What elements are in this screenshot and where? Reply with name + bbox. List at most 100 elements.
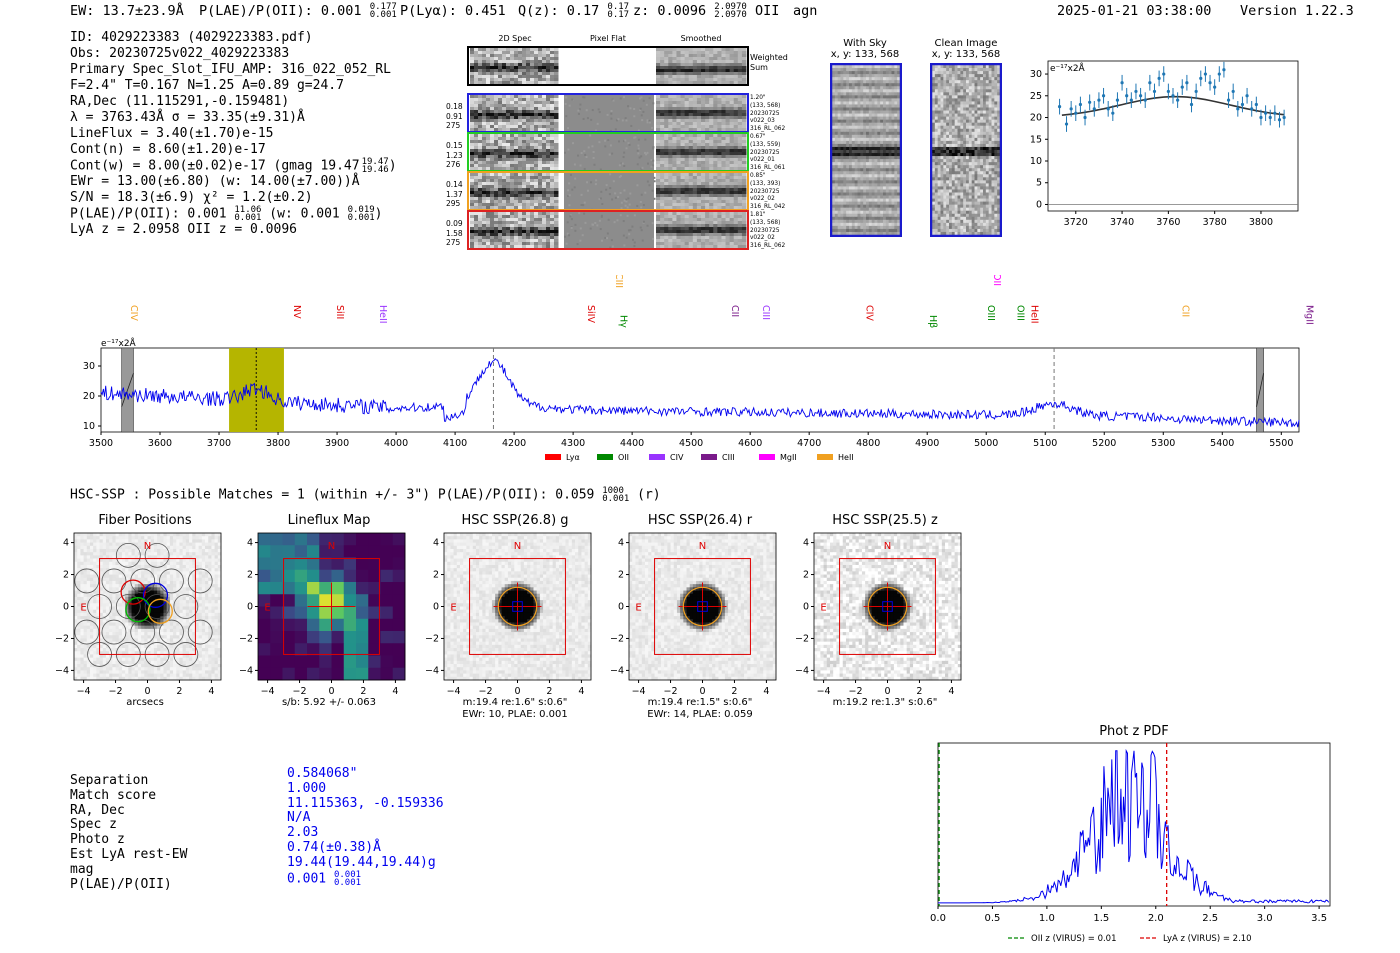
pixel bbox=[470, 230, 475, 234]
pixel bbox=[874, 198, 878, 203]
pixel bbox=[897, 228, 901, 233]
pixel bbox=[721, 233, 727, 237]
pixel bbox=[851, 174, 856, 178]
pixel bbox=[474, 173, 479, 177]
pixel bbox=[741, 173, 747, 177]
pixel bbox=[877, 216, 881, 221]
noise-pixel bbox=[619, 191, 622, 194]
pixel bbox=[840, 216, 844, 221]
pixel bbox=[983, 83, 987, 87]
pixel bbox=[834, 186, 839, 190]
pixel bbox=[949, 80, 953, 84]
pixel bbox=[840, 65, 844, 69]
pixel bbox=[868, 101, 873, 105]
pixel bbox=[482, 95, 487, 99]
pixel bbox=[486, 72, 491, 76]
pixel bbox=[672, 101, 677, 105]
pixel bbox=[974, 86, 978, 90]
fiber-row-right-label: (133, 568) bbox=[750, 219, 781, 226]
pixel bbox=[554, 230, 559, 234]
noise-pixel bbox=[577, 109, 580, 112]
pixel bbox=[949, 101, 953, 105]
pixel bbox=[733, 81, 739, 85]
pixel bbox=[846, 110, 850, 114]
pixel bbox=[874, 116, 878, 121]
pixel bbox=[502, 191, 507, 195]
pixel bbox=[660, 179, 665, 183]
pixel bbox=[470, 119, 475, 123]
pixel bbox=[692, 179, 698, 183]
pixel bbox=[490, 57, 495, 61]
pixel bbox=[538, 60, 543, 64]
pixel bbox=[934, 83, 939, 87]
pixel bbox=[684, 63, 690, 67]
pixel bbox=[968, 86, 973, 90]
pixel bbox=[554, 95, 559, 99]
pixel bbox=[713, 173, 718, 177]
pixel bbox=[522, 60, 527, 64]
pixel bbox=[860, 98, 864, 102]
pixel bbox=[843, 195, 847, 199]
fiber-row-right-label: 20230725 bbox=[750, 149, 780, 156]
pixel bbox=[937, 95, 941, 99]
pixel bbox=[994, 146, 998, 151]
pixel bbox=[542, 48, 547, 52]
pixel bbox=[534, 128, 539, 132]
pixel bbox=[482, 104, 487, 108]
pixel bbox=[692, 78, 698, 82]
pixel bbox=[550, 57, 555, 61]
pixel bbox=[846, 174, 850, 178]
pixel bbox=[874, 113, 878, 118]
pixel bbox=[897, 71, 901, 75]
pixel bbox=[705, 101, 710, 105]
pixel bbox=[510, 81, 515, 85]
pixel bbox=[985, 65, 990, 69]
pixel bbox=[542, 101, 547, 105]
info-obs: Obs: 20230725v022_4029223383 bbox=[70, 46, 290, 61]
pixel bbox=[664, 182, 669, 186]
pixel bbox=[843, 198, 847, 203]
pixel bbox=[894, 134, 898, 139]
pixel bbox=[854, 65, 858, 69]
pixel bbox=[530, 57, 535, 61]
pixel bbox=[737, 95, 743, 99]
pixel bbox=[546, 101, 551, 105]
pixel bbox=[502, 63, 507, 67]
pixel bbox=[717, 206, 722, 210]
pixel bbox=[709, 218, 714, 222]
pixel bbox=[656, 155, 661, 159]
pixel bbox=[840, 77, 844, 81]
pixel bbox=[951, 95, 956, 99]
pixel bbox=[891, 65, 895, 69]
pixel bbox=[482, 176, 487, 180]
pixel bbox=[684, 212, 690, 216]
pixel bbox=[518, 194, 523, 198]
pixel bbox=[971, 134, 975, 139]
pixel bbox=[717, 161, 722, 165]
pixel bbox=[660, 236, 665, 240]
pixel bbox=[860, 177, 864, 181]
pixel bbox=[985, 131, 990, 136]
info-ewr: EWr = 13.00(±6.80) (w: 14.00(±7.00))Å bbox=[70, 174, 360, 189]
pixel bbox=[851, 180, 856, 184]
pixel bbox=[957, 122, 961, 127]
pixel bbox=[983, 95, 987, 99]
pixel bbox=[894, 107, 898, 111]
pixel bbox=[737, 200, 743, 204]
pixel bbox=[988, 119, 992, 124]
pixel bbox=[885, 213, 890, 218]
pixel bbox=[692, 164, 698, 168]
pixel bbox=[713, 212, 718, 216]
pixel bbox=[554, 51, 559, 55]
pixel bbox=[834, 168, 839, 172]
noise-pixel bbox=[653, 197, 656, 200]
pixel bbox=[737, 122, 743, 126]
pixel bbox=[542, 78, 547, 82]
pixel bbox=[709, 215, 714, 219]
pixel bbox=[684, 197, 690, 201]
pixel bbox=[656, 122, 661, 126]
pixel bbox=[550, 212, 555, 216]
pixel bbox=[478, 128, 483, 132]
pixel bbox=[668, 48, 673, 52]
pixel bbox=[997, 86, 1001, 90]
